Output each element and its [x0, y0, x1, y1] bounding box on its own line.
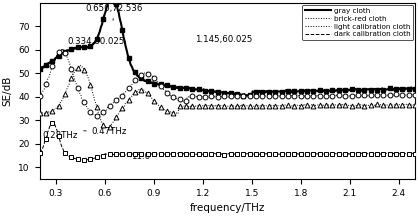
dark calibration cloth: [242, 153, 247, 155]
light calibration cloth: [219, 104, 224, 107]
gray cloth: [413, 87, 418, 90]
gray cloth: [246, 95, 251, 98]
Text: 0.28THz: 0.28THz: [42, 125, 77, 140]
Legend: gray cloth, brick-red cloth, light calibration cloth, dark calibration cloth: gray cloth, brick-red cloth, light calib…: [303, 5, 413, 40]
Text: 1.145,60.025: 1.145,60.025: [195, 35, 252, 44]
gray cloth: [347, 88, 352, 91]
dark calibration cloth: [347, 153, 352, 156]
gray cloth: [262, 90, 267, 93]
gray cloth: [405, 87, 410, 90]
Text: 0.47THz: 0.47THz: [84, 127, 127, 136]
light calibration cloth: [413, 103, 418, 106]
light calibration cloth: [37, 111, 42, 114]
dark calibration cloth: [262, 152, 267, 155]
Text: 0.650,72.536: 0.650,72.536: [85, 4, 143, 20]
dark calibration cloth: [81, 159, 86, 162]
brick-red cloth: [59, 48, 64, 51]
dark calibration cloth: [50, 121, 55, 124]
brick-red cloth: [217, 96, 222, 98]
dark calibration cloth: [405, 152, 410, 155]
Line: light calibration cloth: light calibration cloth: [40, 65, 415, 128]
light calibration cloth: [405, 104, 410, 106]
brick-red cloth: [95, 114, 100, 117]
Line: gray cloth: gray cloth: [40, 0, 415, 96]
gray cloth: [241, 95, 246, 97]
Text: 11.6: 11.6: [125, 152, 150, 161]
dark calibration cloth: [219, 152, 224, 155]
brick-red cloth: [405, 94, 410, 97]
light calibration cloth: [78, 64, 83, 66]
brick-red cloth: [242, 95, 247, 98]
brick-red cloth: [347, 95, 352, 97]
Text: 0.334,60.025: 0.334,60.025: [61, 37, 125, 50]
gray cloth: [219, 91, 224, 94]
light calibration cloth: [105, 127, 110, 129]
dark calibration cloth: [37, 152, 42, 154]
Line: brick-red cloth: brick-red cloth: [40, 49, 415, 116]
X-axis label: frequency/THz: frequency/THz: [190, 203, 265, 213]
Y-axis label: SE/dB: SE/dB: [3, 76, 13, 106]
brick-red cloth: [413, 94, 418, 97]
brick-red cloth: [37, 94, 42, 97]
brick-red cloth: [219, 94, 224, 97]
dark calibration cloth: [217, 153, 222, 155]
brick-red cloth: [262, 95, 267, 98]
light calibration cloth: [262, 105, 267, 108]
Line: dark calibration cloth: dark calibration cloth: [40, 123, 415, 160]
gray cloth: [216, 91, 221, 93]
gray cloth: [37, 68, 42, 70]
dark calibration cloth: [413, 153, 418, 155]
light calibration cloth: [347, 105, 352, 107]
light calibration cloth: [217, 105, 222, 108]
light calibration cloth: [242, 104, 247, 106]
